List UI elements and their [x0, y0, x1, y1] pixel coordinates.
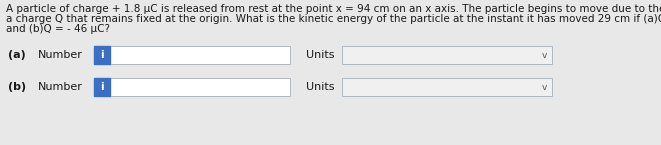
- Text: v: v: [541, 83, 547, 91]
- FancyBboxPatch shape: [110, 46, 290, 64]
- Text: (b): (b): [8, 82, 26, 92]
- Text: i: i: [100, 50, 104, 60]
- Text: a charge Q that remains fixed at the origin. What is the kinetic energy of the p: a charge Q that remains fixed at the ori…: [6, 14, 661, 24]
- FancyBboxPatch shape: [342, 46, 552, 64]
- FancyBboxPatch shape: [94, 46, 110, 64]
- Text: (a): (a): [8, 50, 26, 60]
- Text: A particle of charge + 1.8 μC is released from rest at the point x = 94 cm on an: A particle of charge + 1.8 μC is release…: [6, 4, 661, 14]
- FancyBboxPatch shape: [110, 78, 290, 96]
- Text: Units: Units: [306, 50, 334, 60]
- Text: i: i: [100, 82, 104, 92]
- FancyBboxPatch shape: [342, 78, 552, 96]
- Text: v: v: [541, 50, 547, 59]
- FancyBboxPatch shape: [94, 78, 110, 96]
- Text: Number: Number: [38, 50, 83, 60]
- Text: Units: Units: [306, 82, 334, 92]
- Text: and (b)Q = - 46 μC?: and (b)Q = - 46 μC?: [6, 24, 110, 34]
- Text: Number: Number: [38, 82, 83, 92]
